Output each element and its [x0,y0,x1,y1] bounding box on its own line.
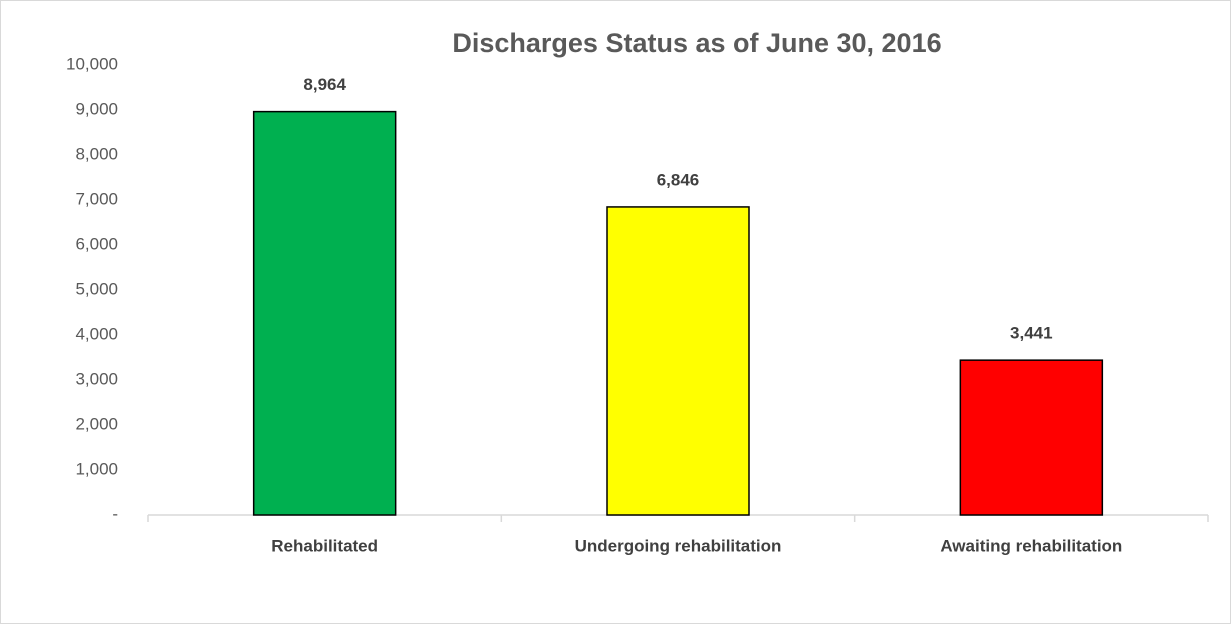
bar [252,110,397,516]
y-tick-label: 10,000 [66,54,118,73]
y-tick-label: 2,000 [75,414,118,433]
bar [606,206,750,516]
y-tick-label: 5,000 [75,279,118,298]
value-label: 3,441 [1010,324,1053,343]
x-tick-label: Awaiting rehabilitation [940,536,1122,555]
x-tick-label: Rehabilitated [271,536,378,555]
value-label: 8,964 [303,75,346,94]
value-label: 6,846 [657,170,700,189]
chart-title: Discharges Status as of June 30, 2016 [452,28,941,58]
y-tick-label: 6,000 [75,234,118,253]
y-tick-label: 3,000 [75,369,118,388]
y-tick-label: 4,000 [75,324,118,343]
y-tick-label: 1,000 [75,459,118,478]
y-tick-label: 9,000 [75,99,118,118]
x-tick-label: Undergoing rehabilitation [575,536,782,555]
bar [959,359,1104,516]
y-tick-label: - [112,504,118,523]
y-tick-label: 7,000 [75,189,118,208]
y-tick-label: 8,000 [75,144,118,163]
